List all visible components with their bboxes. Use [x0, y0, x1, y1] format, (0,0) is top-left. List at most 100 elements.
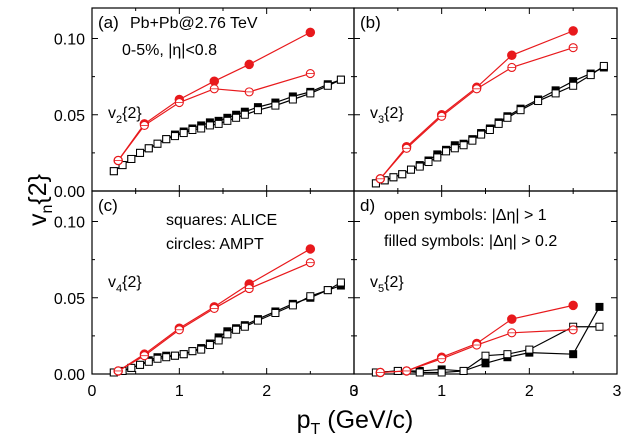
- data-point: [136, 148, 145, 157]
- data-point: [271, 309, 280, 317]
- x-tick-label: 3: [613, 383, 622, 400]
- data-point: [481, 351, 490, 360]
- data-point: [162, 135, 171, 144]
- data-point: [586, 71, 595, 80]
- data-point: [323, 81, 332, 90]
- panel-1: (b) v3{2}: [353, 7, 618, 192]
- data-point: [209, 76, 220, 86]
- series-line: [117, 73, 311, 161]
- data-point: [223, 116, 232, 125]
- data-point: [179, 129, 188, 138]
- panel-0: 0.00 0.05 0.10 (a) v2{2} Pb+Pb@2.76 TeV 0-5%, …: [54, 7, 355, 201]
- data-point: [494, 119, 503, 128]
- data-point: [406, 165, 415, 174]
- series-ampt_filled: [375, 26, 578, 184]
- data-point: [223, 330, 232, 339]
- data-point: [153, 354, 162, 363]
- data-point: [415, 162, 424, 171]
- y-tick-label: 0.00: [54, 184, 85, 201]
- x-tick-label: 1: [175, 383, 184, 400]
- data-point: [503, 350, 512, 359]
- data-point: [144, 144, 153, 153]
- series-line: [117, 31, 311, 161]
- series-ampt_filled: [375, 300, 578, 378]
- x-tick-label: 3: [350, 383, 359, 400]
- data-point: [232, 325, 241, 334]
- data-point: [433, 153, 442, 162]
- x-tick-label: 2: [525, 383, 534, 400]
- data-point: [516, 106, 525, 115]
- data-point: [240, 110, 249, 119]
- data-point: [477, 130, 486, 139]
- data-point: [306, 292, 315, 301]
- data-point: [271, 101, 280, 110]
- data-point: [214, 119, 223, 128]
- data-point: [179, 350, 188, 359]
- data-point: [205, 121, 214, 130]
- data-point: [323, 286, 332, 295]
- data-point: [305, 27, 316, 38]
- data-point: [525, 345, 534, 354]
- data-point: [503, 113, 512, 122]
- panel-annotation: 0-5%, |η|<0.8: [122, 42, 217, 59]
- data-point: [109, 167, 118, 176]
- data-point: [595, 302, 604, 311]
- panel-label: d): [360, 196, 375, 215]
- data-point: [569, 81, 578, 90]
- panel-annotation: filled symbols: |Δη| > 0.2: [384, 233, 557, 250]
- data-point: [170, 351, 179, 360]
- series-ampt_open: [113, 258, 315, 376]
- data-point: [507, 314, 517, 324]
- series-line: [379, 47, 574, 180]
- data-point: [244, 59, 254, 70]
- panel-quantity-label: v5{2}: [370, 274, 404, 295]
- panel-annotation: squares: ALICE: [166, 212, 277, 229]
- y-tick-label: 0.10: [54, 215, 85, 232]
- data-point: [253, 106, 262, 115]
- panel-2: 0.00 0.05 0.10 (c) v4{2} squares: ALICE circle…: [54, 190, 355, 384]
- data-point: [153, 139, 162, 148]
- panel-frame: [91, 7, 355, 192]
- series-line: [113, 281, 342, 374]
- data-point: [389, 173, 398, 182]
- data-point: [197, 124, 206, 133]
- x-axis-label-sub: T: [311, 421, 321, 438]
- data-point: [288, 95, 297, 104]
- data-point: [288, 301, 297, 310]
- y-tick-label: 0.05: [54, 108, 85, 125]
- data-point: [306, 89, 315, 98]
- data-point: [232, 113, 241, 122]
- panel-annotation: Pb+Pb@2.76 TeV: [130, 15, 258, 32]
- data-point: [568, 26, 578, 36]
- series-alice_open: [371, 61, 608, 188]
- data-point: [459, 366, 468, 375]
- data-point: [450, 144, 459, 153]
- panel-annotation: open symbols: |Δη| > 1: [384, 207, 547, 224]
- data-point: [599, 61, 608, 70]
- data-point: [336, 75, 345, 84]
- y-axis-label-sub: n: [39, 205, 56, 214]
- y-tick-label: 0.00: [54, 367, 85, 384]
- data-point: [595, 322, 604, 331]
- data-point: [205, 341, 214, 350]
- data-point: [442, 147, 451, 156]
- data-point: [197, 345, 206, 354]
- series-alice_filled: [371, 302, 604, 377]
- data-point: [214, 336, 223, 345]
- data-point: [485, 126, 494, 134]
- data-point: [127, 363, 136, 372]
- data-point: [507, 50, 517, 61]
- data-point: [415, 368, 424, 377]
- data-point: [424, 158, 433, 167]
- series-line: [375, 65, 605, 184]
- y-axis-label: vn{2}: [24, 174, 56, 226]
- data-point: [534, 97, 543, 106]
- data-point: [398, 170, 407, 179]
- series-alice_open: [109, 75, 345, 176]
- data-point: [481, 359, 490, 368]
- data-point: [188, 126, 197, 134]
- series-ampt_open: [113, 69, 315, 166]
- data-point: [336, 278, 345, 287]
- data-point: [136, 360, 145, 369]
- x-tick-label: 2: [262, 383, 271, 400]
